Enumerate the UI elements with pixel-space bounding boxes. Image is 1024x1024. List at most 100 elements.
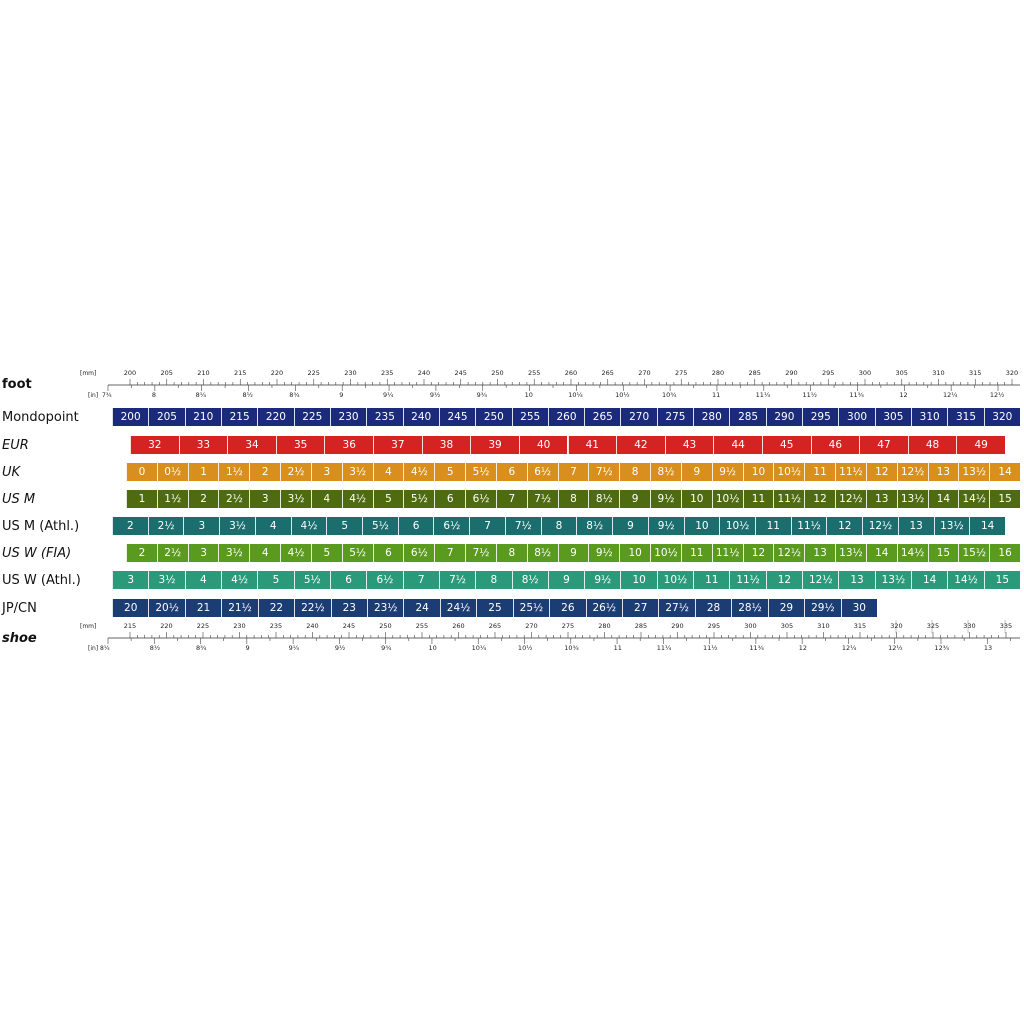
size-cell-jp-cn: 30 [840, 599, 877, 617]
size-cell-us-m: 13 [865, 490, 897, 508]
size-cell-us-w-athl: 5 [257, 571, 294, 589]
foot-in-tick-label: 8¼ [195, 391, 207, 399]
shoe-mm-tick-label: 290 [671, 622, 684, 630]
size-cell-uk: 2 [249, 463, 281, 481]
shoe-mm-tick-label: 320 [890, 622, 903, 630]
size-cell-us-m: 14 [927, 490, 959, 508]
foot-mm-tick-label: 240 [417, 369, 431, 377]
size-cell-uk: 7 [557, 463, 589, 481]
size-cell-us-m-athl: 4½ [290, 517, 327, 535]
size-cell-mondopoint: 235 [366, 408, 403, 426]
size-cell-us-m: 9½ [650, 490, 681, 508]
size-cell-uk: 11 [804, 463, 836, 481]
size-cell-us-m-athl: 9 [612, 517, 648, 535]
size-cell-us-w-fia: 12 [742, 544, 774, 562]
size-cell-jp-cn: 21½ [221, 599, 258, 617]
size-cell-us-m: 1½ [156, 490, 188, 508]
size-cell-uk: 9½ [711, 463, 743, 481]
size-cell-us-m-athl: 4 [254, 517, 291, 535]
size-cell-us-m-athl: 2 [112, 517, 148, 535]
size-cell-uk: 6½ [526, 463, 558, 481]
size-cell-us-w-fia: 13½ [835, 544, 866, 562]
size-cell-us-w-athl: 7 [402, 571, 439, 589]
foot-mm-tick-label: 265 [601, 369, 614, 377]
size-cell-eur: 47 [859, 436, 908, 454]
shoe-mm-tick-label: 300 [744, 622, 757, 630]
size-cell-uk: 13 [927, 463, 959, 481]
size-cell-jp-cn: 23½ [367, 599, 404, 617]
shoe-in-tick-label: 12¼ [841, 644, 857, 652]
foot-mm-tick-label: 205 [160, 369, 173, 377]
size-cell-uk: 5 [434, 463, 466, 481]
size-cell-mondopoint: 215 [220, 408, 258, 426]
foot-in-tick-label: 9¼ [382, 391, 394, 399]
foot-in-tick-label: 9½ [429, 391, 441, 399]
size-cell-mondopoint: 315 [947, 408, 984, 426]
size-cell-mondopoint: 275 [656, 408, 694, 426]
shoe-in-tick-label: 11 [613, 644, 622, 652]
size-cell-jp-cn: 20 [112, 599, 149, 617]
shoe-in-tick-label: 10 [428, 644, 437, 652]
foot-in-tick-label: 8½ [242, 391, 253, 399]
foot-mm-tick-label: 245 [454, 369, 467, 377]
foot-mm-tick-label: 235 [381, 369, 394, 377]
size-cell-us-m-athl: 3 [183, 517, 220, 535]
foot-mm-tick-label: 255 [528, 369, 541, 377]
size-cell-us-m: 2½ [218, 490, 250, 508]
size-cell-eur: 46 [810, 436, 860, 454]
foot-mm-tick-label: 250 [491, 369, 504, 377]
row-label-jp-cn: JP/CN [2, 601, 37, 616]
foot-in-tick-label: 11 [711, 391, 721, 399]
size-cell-uk: 3 [310, 463, 342, 481]
shoe-in-tick-label: 9¼ [288, 644, 300, 652]
shoe-mm-tick-label: 270 [525, 622, 538, 630]
size-cell-us-m: 12½ [835, 490, 866, 508]
size-cell-eur: 42 [616, 436, 665, 454]
foot-mm-tick-label: 290 [785, 369, 798, 377]
shoe-mm-tick-label: 280 [598, 622, 611, 630]
size-cell-mondopoint: 320 [983, 408, 1020, 426]
size-cell-jp-cn: 26 [549, 599, 586, 617]
size-cell-us-w-athl: 4 [184, 571, 221, 589]
foot-in-tick-label: 11½ [802, 391, 818, 399]
size-cell-us-w-fia: 9½ [588, 544, 620, 562]
shoe-mm-tick-label: 285 [634, 622, 648, 630]
size-cell-jp-cn: 24½ [439, 599, 477, 617]
size-cell-mondopoint: 285 [729, 408, 766, 426]
size-cell-us-w-fia: 3½ [218, 544, 250, 562]
shoe-in-tick-label: 11½ [703, 644, 718, 652]
foot-in-tick-label: 10 [524, 391, 533, 399]
shoe-mm-tick-label: 310 [817, 622, 830, 630]
size-cell-us-m: 9 [619, 490, 651, 508]
size-cell-mondopoint: 280 [693, 408, 730, 426]
size-cell-us-w-athl: 11½ [729, 571, 766, 589]
size-cell-mondopoint: 200 [112, 408, 149, 426]
size-cell-us-m-athl: 14 [969, 517, 1005, 535]
shoe-mm-tick-label: 245 [342, 622, 356, 630]
shoe-in-tick-label: 13 [983, 644, 993, 652]
size-cell-us-m-athl: 7 [469, 517, 505, 535]
foot-in-tick-label: 10½ [615, 391, 630, 399]
size-cell-us-m-athl: 7½ [504, 517, 541, 535]
size-cell-uk: 13½ [958, 463, 990, 481]
size-cell-us-m: 12 [804, 490, 836, 508]
size-cell-us-w-fia: 12½ [773, 544, 805, 562]
size-cell-us-m-athl: 6 [397, 517, 434, 535]
foot-mm-unit: [mm] [80, 370, 97, 377]
size-cell-us-w-athl: 12 [765, 571, 803, 589]
size-cell-jp-cn: 29 [767, 599, 805, 617]
size-cell-eur: 40 [518, 436, 568, 454]
shoe-mm-tick-label: 265 [488, 622, 502, 630]
foot-mm-tick-label: 225 [307, 369, 320, 377]
foot-in-unit: [in] [88, 392, 99, 399]
size-cell-uk: 4 [372, 463, 404, 481]
size-cell-us-w-fia: 14 [865, 544, 897, 562]
size-cell-us-w-athl: 12½ [802, 571, 839, 589]
size-cell-us-m: 14½ [958, 490, 990, 508]
size-cell-jp-cn: 25 [476, 599, 513, 617]
foot-mm-tick-label: 295 [822, 369, 835, 377]
size-cell-us-w-fia: 4½ [280, 544, 311, 562]
foot-mm-tick-label: 280 [711, 369, 725, 377]
size-cell-mondopoint: 230 [329, 408, 367, 426]
size-cell-us-w-athl: 6 [329, 571, 367, 589]
